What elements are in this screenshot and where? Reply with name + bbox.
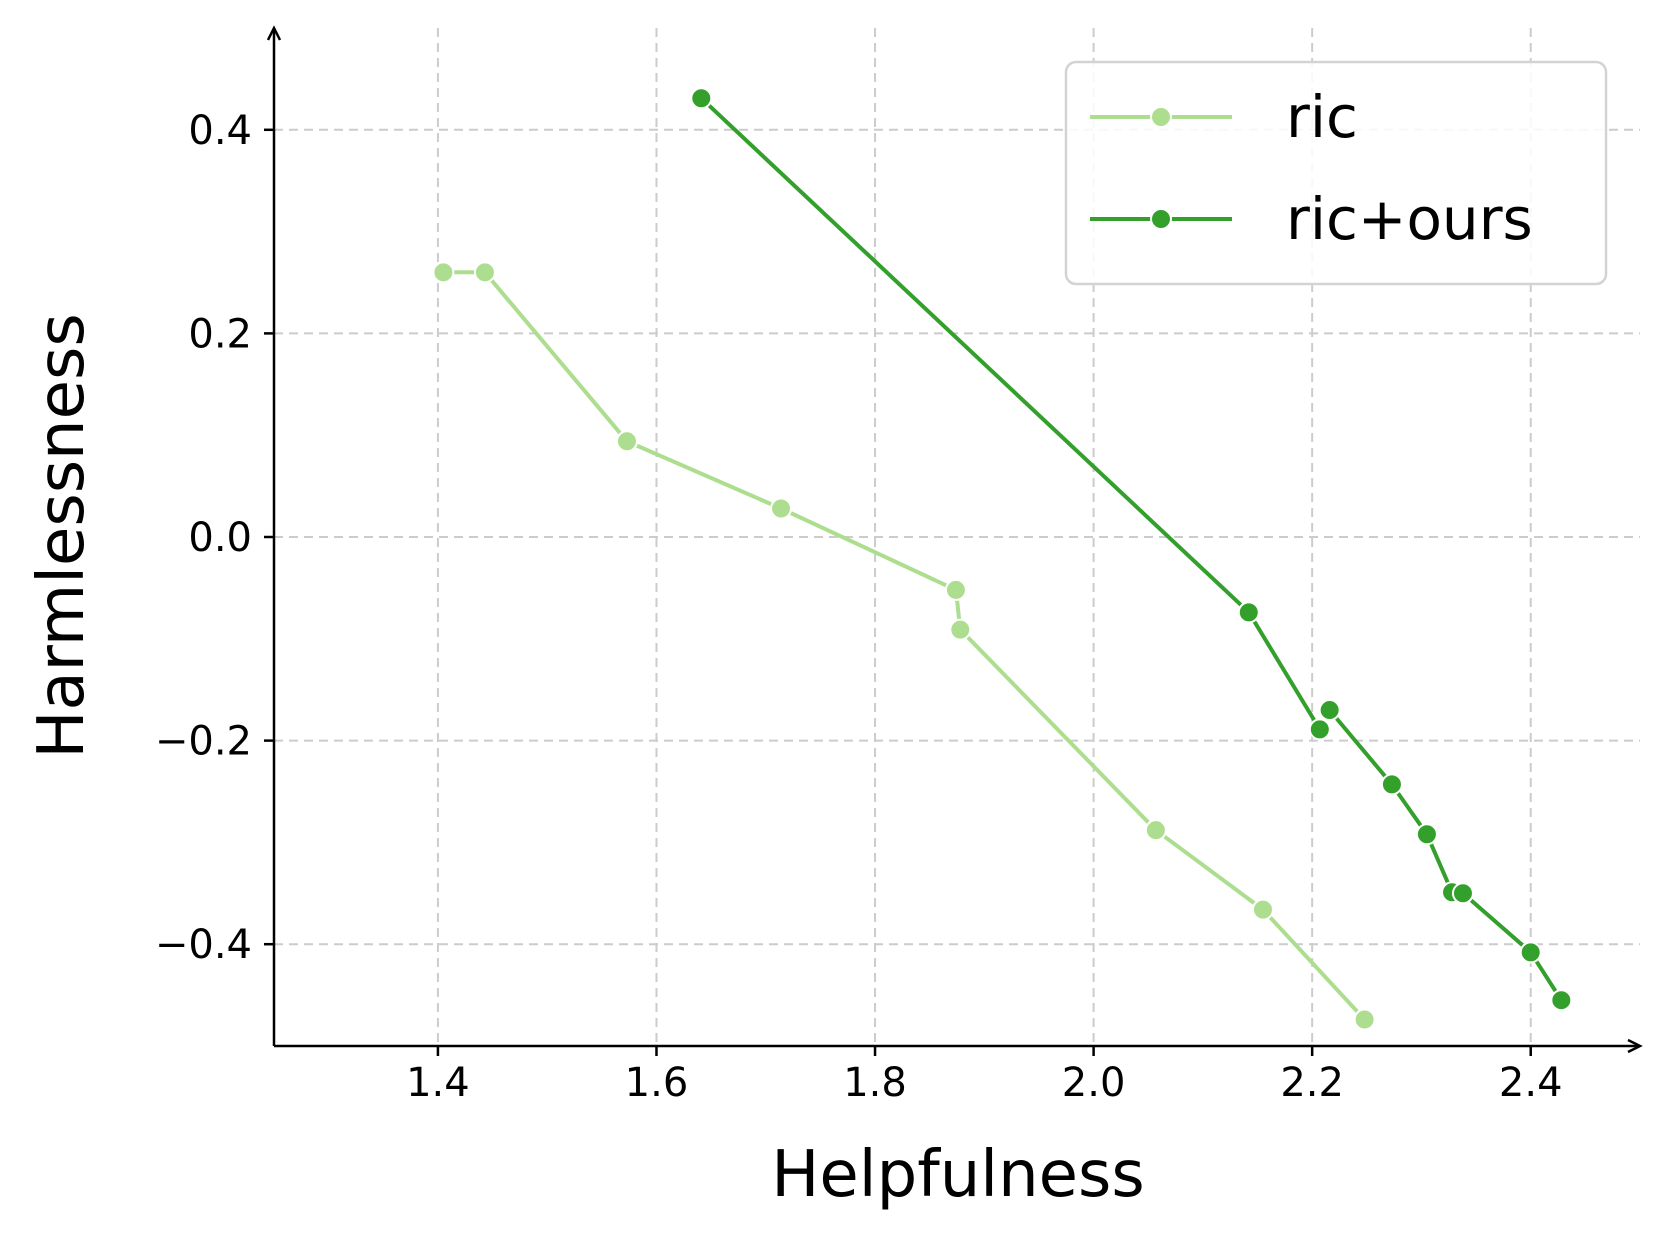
y-tick-label: −0.2 — [155, 719, 252, 765]
legend-swatch-marker — [1150, 106, 1172, 128]
y-tick-label: −0.4 — [155, 922, 252, 968]
x-tick-label: 1.6 — [625, 1060, 689, 1106]
data-point — [615, 430, 638, 453]
data-point — [690, 87, 713, 110]
y-axis-arrow — [266, 25, 282, 41]
x-tick-label: 2.4 — [1499, 1060, 1563, 1106]
y-tick-label: 0.0 — [188, 515, 252, 561]
series-layer — [432, 87, 1573, 1031]
data-point — [1550, 989, 1573, 1012]
data-point — [770, 497, 793, 520]
x-axis-arrow — [1627, 1038, 1643, 1054]
series-ric+ours — [690, 87, 1573, 1012]
y-tick-label: 0.2 — [188, 311, 252, 357]
y-tick-label: 0.4 — [188, 108, 252, 154]
data-point — [1415, 823, 1438, 846]
data-point — [1380, 773, 1403, 796]
legend-label: ric — [1286, 83, 1358, 151]
data-point — [1519, 941, 1542, 964]
data-point — [473, 261, 496, 284]
legend-swatch-marker — [1150, 208, 1172, 230]
data-point — [1308, 718, 1331, 741]
data-point — [949, 618, 972, 641]
data-point — [1251, 898, 1274, 921]
x-tick-label: 2.0 — [1062, 1060, 1126, 1106]
data-point — [1451, 882, 1474, 905]
data-point — [1353, 1008, 1376, 1031]
legend: ric ric+ours — [1064, 60, 1608, 286]
x-tick-label: 2.2 — [1280, 1060, 1344, 1106]
legend-label: ric+ours — [1286, 185, 1533, 253]
x-tick-label: 1.4 — [406, 1060, 470, 1106]
data-point — [944, 578, 967, 601]
x-axis-title: Helpfulness — [771, 1138, 1144, 1212]
data-point — [1318, 699, 1341, 722]
series-line — [699, 96, 1563, 1002]
y-axis-title: Harmlessness — [25, 313, 99, 758]
data-point — [432, 261, 455, 284]
x-tick-label: 1.8 — [843, 1060, 907, 1106]
data-point — [1237, 601, 1260, 624]
data-point — [1144, 819, 1167, 842]
series-line — [443, 270, 1367, 1021]
ticks: 1.4 1.6 1.8 2.0 2.2 2.4 −0.4 −0.2 0.0 0.2 0.4 — [155, 108, 1563, 1106]
series-ric — [432, 261, 1376, 1031]
